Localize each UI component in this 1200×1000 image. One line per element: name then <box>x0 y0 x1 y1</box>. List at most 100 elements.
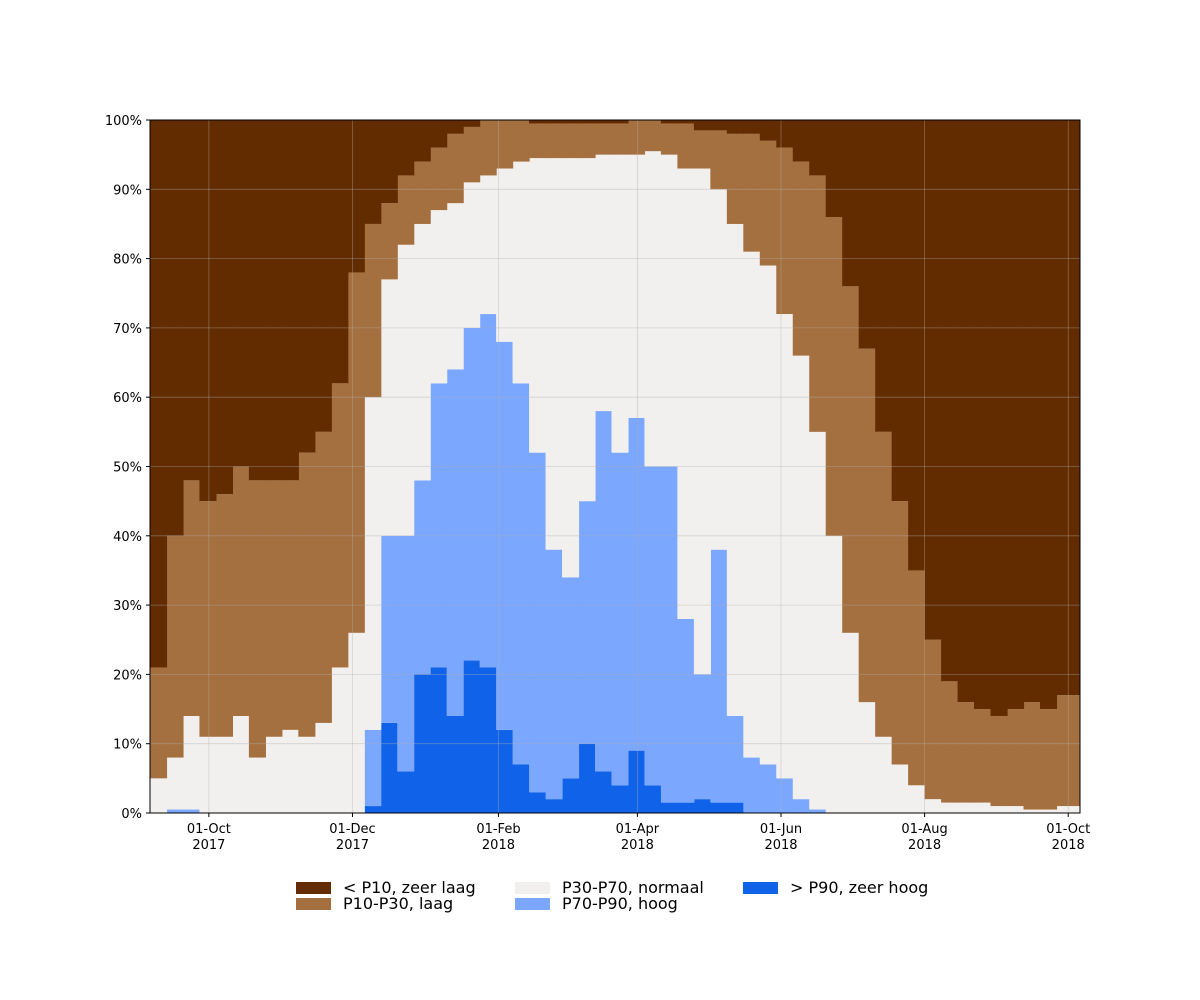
area-step <box>891 501 909 765</box>
area-step <box>562 778 580 813</box>
area-step <box>941 681 959 803</box>
area-step <box>529 452 547 793</box>
area-step <box>660 154 678 467</box>
area-step <box>479 314 497 668</box>
area-step <box>660 123 678 155</box>
area-step <box>660 120 678 124</box>
area-step <box>166 535 184 758</box>
area-step <box>562 577 580 779</box>
y-tick-label: 10% <box>113 738 142 753</box>
area-step <box>496 120 514 169</box>
area-step <box>364 120 382 224</box>
y-tick-label: 40% <box>113 530 142 545</box>
area-step <box>446 369 464 716</box>
area-step <box>990 120 1008 716</box>
x-tick-label: 01-Jun 2018 <box>760 822 802 853</box>
area-step <box>166 120 184 536</box>
legend-swatch <box>743 882 778 894</box>
area-step <box>232 715 250 813</box>
area-step <box>726 802 744 813</box>
area-step <box>413 674 431 813</box>
area-step <box>611 785 629 813</box>
area-step <box>1007 709 1025 807</box>
area-step <box>166 757 184 810</box>
area-step <box>875 431 893 737</box>
area-step <box>594 154 613 412</box>
area-step <box>627 120 646 155</box>
area-step <box>199 501 217 737</box>
legend-label: P10-P30, laag <box>343 894 453 913</box>
area-step <box>215 120 234 495</box>
area-step <box>314 722 332 813</box>
legend-swatch <box>296 882 331 894</box>
area-step <box>1056 806 1074 813</box>
x-tick-label: 01-Apr 2018 <box>616 822 660 853</box>
area-step <box>875 736 893 813</box>
area-step <box>677 123 695 169</box>
area-step <box>644 120 662 152</box>
area-step <box>347 272 365 633</box>
area-step <box>957 120 975 703</box>
area-step <box>364 806 382 813</box>
area-step <box>182 715 201 810</box>
area-step <box>166 809 184 813</box>
area-step <box>446 203 464 370</box>
area-step <box>281 729 299 813</box>
area-step <box>1072 695 1080 807</box>
area-step <box>974 120 992 710</box>
area-step <box>611 120 629 124</box>
area-step <box>660 466 678 803</box>
y-tick-label: 60% <box>113 391 142 406</box>
area-step <box>743 757 761 813</box>
area-step <box>265 120 283 481</box>
area-step <box>215 736 234 813</box>
area-step <box>594 120 613 124</box>
area-step <box>990 806 1008 813</box>
area-step <box>759 764 777 813</box>
area-step <box>776 147 794 315</box>
area-step <box>150 778 168 813</box>
area-step <box>1023 702 1041 810</box>
area-step <box>611 154 629 453</box>
area-step <box>545 549 563 800</box>
area-step <box>743 251 761 758</box>
y-tick-label: 0% <box>121 807 142 822</box>
area-step <box>578 501 596 744</box>
area-step <box>726 133 744 224</box>
area-step <box>693 799 711 813</box>
area-step <box>430 120 448 148</box>
area-step <box>644 785 662 813</box>
area-step <box>677 802 695 813</box>
area-step <box>578 743 596 813</box>
area-step <box>875 120 893 432</box>
area-step <box>809 175 827 432</box>
area-step <box>858 702 876 813</box>
area-step <box>314 431 332 723</box>
x-tick-label: 01-Feb 2018 <box>476 822 520 853</box>
area-step <box>957 802 975 813</box>
area-step <box>908 570 926 786</box>
area-step <box>298 736 316 813</box>
area-step <box>463 660 481 813</box>
x-tick-label: 01-Aug 2018 <box>901 822 947 853</box>
area-step <box>150 120 168 668</box>
area-step <box>397 175 415 245</box>
area-step <box>380 203 398 280</box>
area-step <box>677 120 695 124</box>
area-step <box>182 809 201 813</box>
area-step <box>248 120 266 481</box>
area-step <box>957 702 975 803</box>
legend-swatch <box>515 882 550 894</box>
area-step <box>397 535 415 772</box>
area-step <box>545 120 563 124</box>
area-step <box>463 120 481 127</box>
area-step <box>842 286 860 633</box>
area-step <box>413 161 431 224</box>
area-step <box>380 120 398 204</box>
area-step <box>331 120 349 384</box>
area-step <box>858 120 876 349</box>
legend-swatch <box>515 898 550 910</box>
area-step <box>298 120 316 453</box>
area-step <box>281 120 299 481</box>
area-step <box>974 709 992 803</box>
